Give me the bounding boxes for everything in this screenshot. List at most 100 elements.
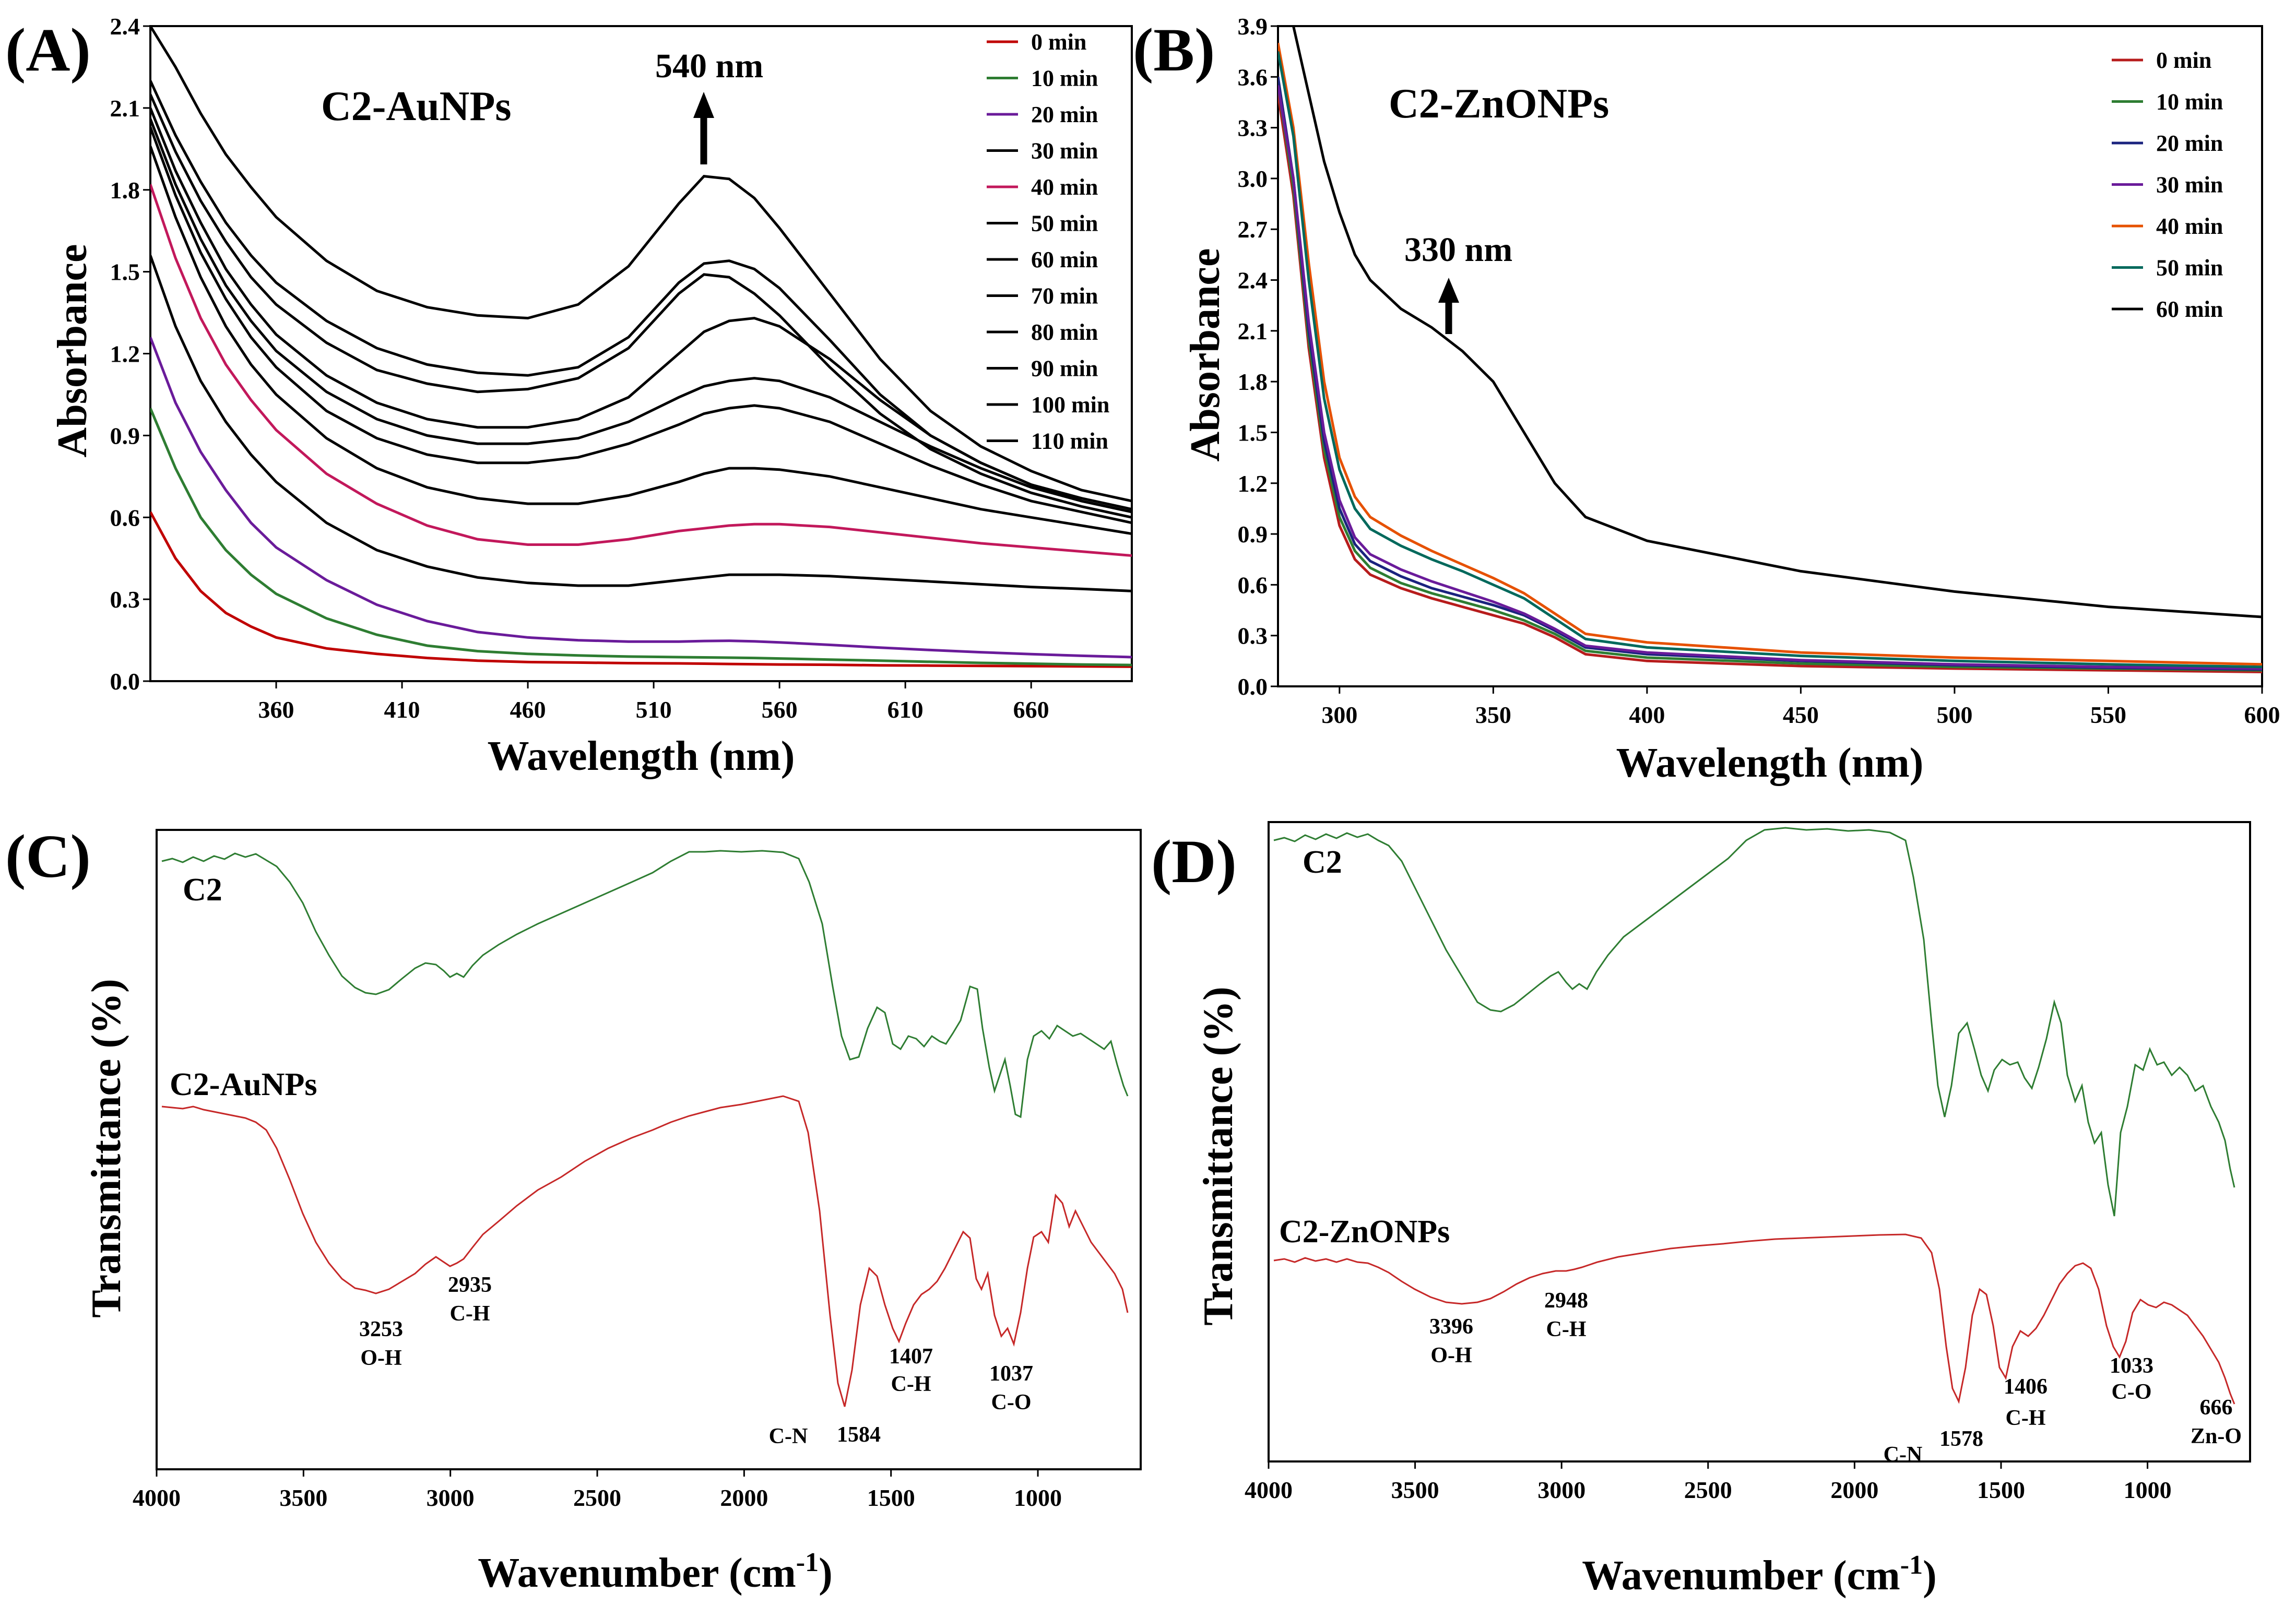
legend-label: 60 min bbox=[1031, 247, 1098, 272]
series-line-40-min bbox=[150, 184, 1132, 557]
panel-d-label: (D) bbox=[1151, 827, 1237, 896]
x-tick-label: 300 bbox=[1321, 702, 1357, 728]
series-line-110-min bbox=[150, 26, 1132, 503]
series-line-40-min bbox=[1278, 42, 2262, 666]
x-tick-label: 4000 bbox=[1245, 1477, 1293, 1503]
panel-b-ylabel: Absorbance bbox=[1182, 248, 1228, 462]
y-tick-label: 0.6 bbox=[1238, 572, 1268, 598]
x-tick-label: 1000 bbox=[2124, 1477, 2172, 1503]
peak-wavenumber: 1584 bbox=[837, 1423, 881, 1447]
panel-a-ylabel: Absorbance bbox=[50, 244, 96, 458]
panel-c-series-c2-aunps bbox=[161, 1095, 1129, 1407]
y-tick-label: 3.9 bbox=[1238, 13, 1268, 40]
y-tick-label: 2.1 bbox=[1238, 318, 1268, 344]
panel-c-series-label-c2: C2 bbox=[183, 872, 222, 908]
x-tick-label: 460 bbox=[510, 696, 546, 723]
legend-label: 40 min bbox=[2156, 213, 2223, 239]
x-tick-label: 4000 bbox=[133, 1484, 181, 1511]
panel-a-frame bbox=[149, 25, 1133, 682]
x-tick-label: 660 bbox=[1013, 696, 1049, 723]
panel-d-peak-labels: 3396 O-H 2948 C-H C-N 1578 1406 C-H 1033… bbox=[1429, 1289, 2242, 1467]
y-tick-label: 1.8 bbox=[1238, 368, 1268, 395]
legend-label: 20 min bbox=[2156, 130, 2223, 156]
y-tick-label: 0.0 bbox=[1238, 673, 1268, 700]
panel-c-ylabel: Transmittance (%) bbox=[84, 979, 129, 1318]
panel-c-peak-labels: 3253 O-H 2935 C-H C-N 1584 1407 C-H 1037… bbox=[359, 1273, 1033, 1448]
x-tick-label: 1000 bbox=[1014, 1484, 1062, 1511]
legend-label: 110 min bbox=[1031, 429, 1108, 454]
series-line-60-min bbox=[150, 126, 1132, 525]
y-tick-label: 1.2 bbox=[110, 341, 140, 367]
panel-d-xlabel-main: Wavenumber (cm bbox=[1582, 1553, 1900, 1599]
peak-wavenumber: 1406 bbox=[2004, 1375, 2048, 1399]
panel-b-ticks: 300 350 400 450 500 550 600 0.0 0.3 0.6 0.9 1.2 1.5 1… bbox=[1238, 13, 2280, 728]
series-line-10-min bbox=[1278, 85, 2262, 672]
panel-b-arrowhead bbox=[1438, 278, 1459, 303]
panel-b-curves bbox=[1278, 26, 2262, 673]
peak-group: O-H bbox=[360, 1346, 401, 1370]
legend-label: 30 min bbox=[1031, 138, 1098, 164]
y-tick-label: 1.5 bbox=[1238, 419, 1268, 446]
peak-wavenumber: 1407 bbox=[889, 1345, 933, 1369]
panel-a-annotation-text: 540 nm bbox=[655, 47, 763, 85]
panel-c-xlabel-end: ) bbox=[819, 1550, 833, 1596]
panel-c-xlabel-main: Wavenumber (cm bbox=[478, 1550, 796, 1596]
peak-group: C-H bbox=[891, 1372, 931, 1396]
x-tick-label: 560 bbox=[762, 696, 798, 723]
peak-wavenumber: 2935 bbox=[448, 1273, 492, 1297]
series-line-100-min bbox=[150, 80, 1132, 511]
x-tick-label: 350 bbox=[1475, 702, 1511, 728]
panel-b-title: C2-ZnONPs bbox=[1389, 81, 1609, 127]
panel-a-legend: 0 min 10 min 20 min 30 min 40 min 50 min 60 mi… bbox=[987, 29, 1109, 454]
legend-label: 90 min bbox=[1031, 356, 1098, 382]
panel-a-annotation: 540 nm bbox=[655, 47, 763, 164]
panel-b-annotation-text: 330 nm bbox=[1404, 231, 1512, 269]
panel-b-annotation: 330 nm bbox=[1404, 231, 1512, 334]
panel-d-series-c2 bbox=[1273, 827, 2235, 1217]
peak-group: O-H bbox=[1430, 1344, 1472, 1368]
peak-group: Zn-O bbox=[2191, 1424, 2242, 1448]
legend-label: 10 min bbox=[2156, 89, 2223, 115]
peak-group: C-H bbox=[2006, 1406, 2046, 1430]
panel-c-label: (C) bbox=[5, 822, 91, 890]
peak-wavenumber: 666 bbox=[2200, 1396, 2233, 1420]
x-tick-label: 3000 bbox=[427, 1484, 475, 1511]
panel-a-ticks: 360 410 460 510 560 610 660 0.0 0.3 0.6 0.9 1.2 1.5 1… bbox=[110, 13, 1049, 723]
peak-wavenumber: 1033 bbox=[2110, 1354, 2153, 1378]
peak-wavenumber: 1578 bbox=[1939, 1427, 1983, 1451]
peak-wavenumber: 2948 bbox=[1544, 1289, 1588, 1313]
series-line-30-min bbox=[1278, 85, 2262, 670]
legend-label: 30 min bbox=[2156, 172, 2223, 198]
panel-d-xlabel-end: ) bbox=[1923, 1553, 1937, 1599]
series-line-0-min bbox=[1278, 93, 2262, 673]
panel-a-arrowhead bbox=[693, 92, 714, 118]
x-tick-label: 550 bbox=[2090, 702, 2126, 728]
peak-group: C-H bbox=[450, 1302, 490, 1326]
x-tick-label: 3500 bbox=[279, 1484, 327, 1511]
peak-wavenumber: 1037 bbox=[989, 1362, 1033, 1386]
series-line-60-min bbox=[1291, 26, 2262, 619]
y-tick-label: 3.0 bbox=[1238, 165, 1268, 192]
panel-d-ylabel: Transmittance (%) bbox=[1196, 986, 1241, 1326]
y-tick-label: 3.3 bbox=[1238, 115, 1268, 141]
panel-a-curves bbox=[150, 26, 1132, 668]
y-tick-label: 0.9 bbox=[110, 422, 140, 449]
peak-wavenumber: 3396 bbox=[1429, 1315, 1473, 1339]
panel-b-legend: 0 min 10 min 20 min 30 min 40 min 50 min 60 mi… bbox=[2112, 47, 2223, 322]
legend-label: 60 min bbox=[2156, 296, 2223, 322]
x-tick-label: 500 bbox=[1936, 702, 1972, 728]
panel-d: (D) Transmittance (%) Wavenumber (cm-1) … bbox=[1151, 821, 2251, 1599]
panel-d-series-label-c2-znonps: C2-ZnONPs bbox=[1279, 1214, 1450, 1250]
y-tick-label: 1.5 bbox=[110, 259, 140, 286]
series-line-20-min bbox=[150, 337, 1132, 659]
y-tick-label: 1.2 bbox=[1238, 470, 1268, 497]
legend-label: 20 min bbox=[1031, 102, 1098, 127]
series-line-10-min bbox=[150, 408, 1132, 667]
series-line-20-min bbox=[1278, 76, 2262, 671]
panel-c: (C) Transmittance (%) Wavenumber (cm-1) … bbox=[5, 822, 1142, 1596]
panel-d-series-label-c2: C2 bbox=[1303, 845, 1342, 880]
legend-label: 50 min bbox=[1031, 211, 1098, 236]
peak-wavenumber: 3253 bbox=[359, 1317, 403, 1341]
y-tick-label: 2.1 bbox=[110, 95, 140, 122]
legend-label: 10 min bbox=[1031, 66, 1098, 91]
